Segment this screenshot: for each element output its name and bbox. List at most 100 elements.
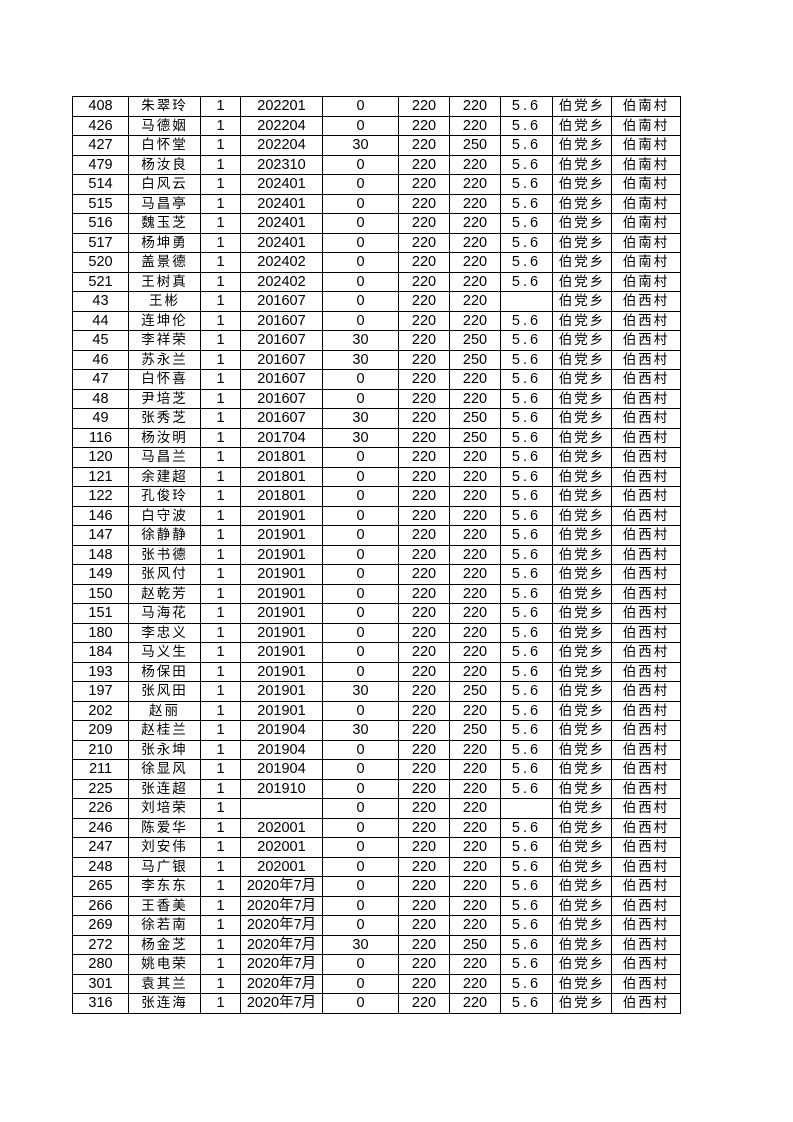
count-cell: 1 bbox=[200, 915, 241, 936]
township-cell: 伯党乡 bbox=[552, 447, 612, 468]
name-cell: 马昌兰 bbox=[128, 447, 201, 468]
count-cell: 1 bbox=[200, 193, 241, 214]
table-row: 150 赵乾芳 1 201901 0 220 220 5.6 伯党乡 伯西村 bbox=[72, 583, 681, 604]
name-cell: 赵丽 bbox=[128, 700, 201, 721]
table-row: 45 李祥荣 1 201607 30 220 250 5.6 伯党乡 伯西村 bbox=[72, 330, 681, 351]
table-row: 146 白守波 1 201901 0 220 220 5.6 伯党乡 伯西村 bbox=[72, 505, 681, 526]
start-date-cell: 201901 bbox=[240, 622, 323, 643]
count-cell: 1 bbox=[200, 993, 241, 1014]
township-cell: 伯党乡 bbox=[552, 622, 612, 643]
base-amount-cell: 220 bbox=[398, 349, 450, 370]
extra-amount-cell: 0 bbox=[322, 778, 399, 799]
table-row: 225 张连超 1 201910 0 220 220 5.6 伯党乡 伯西村 bbox=[72, 778, 681, 799]
extra-amount-cell: 0 bbox=[322, 310, 399, 331]
table-row: 272 杨金芝 1 2020年7月 30 220 250 5.6 伯党乡 伯西村 bbox=[72, 934, 681, 955]
name-cell: 杨坤勇 bbox=[128, 232, 201, 253]
rate-cell: 5.6 bbox=[500, 720, 553, 741]
extra-amount-cell: 0 bbox=[322, 193, 399, 214]
village-cell: 伯南村 bbox=[611, 96, 681, 117]
base-amount-cell: 220 bbox=[398, 642, 450, 663]
village-cell: 伯西村 bbox=[611, 661, 681, 682]
township-cell: 伯党乡 bbox=[552, 349, 612, 370]
base-amount-cell: 220 bbox=[398, 544, 450, 565]
name-cell: 李祥荣 bbox=[128, 330, 201, 351]
township-cell: 伯党乡 bbox=[552, 232, 612, 253]
count-cell: 1 bbox=[200, 661, 241, 682]
township-cell: 伯党乡 bbox=[552, 564, 612, 585]
table-row: 269 徐若南 1 2020年7月 0 220 220 5.6 伯党乡 伯西村 bbox=[72, 915, 681, 936]
rate-cell: 5.6 bbox=[500, 544, 553, 565]
rate-cell: 5.6 bbox=[500, 778, 553, 799]
base-amount-cell: 220 bbox=[398, 973, 450, 994]
id-cell: 197 bbox=[72, 681, 129, 702]
township-cell: 伯党乡 bbox=[552, 291, 612, 312]
village-cell: 伯西村 bbox=[611, 739, 681, 760]
total-amount-cell: 250 bbox=[449, 408, 501, 429]
extra-amount-cell: 0 bbox=[322, 856, 399, 877]
total-amount-cell: 220 bbox=[449, 622, 501, 643]
name-cell: 徐静静 bbox=[128, 525, 201, 546]
table-row: 520 盖景德 1 202402 0 220 220 5.6 伯党乡 伯南村 bbox=[72, 252, 681, 273]
rate-cell: 5.6 bbox=[500, 973, 553, 994]
extra-amount-cell: 0 bbox=[322, 700, 399, 721]
rate-cell: 5.6 bbox=[500, 739, 553, 760]
base-amount-cell: 220 bbox=[398, 408, 450, 429]
extra-amount-cell: 0 bbox=[322, 369, 399, 390]
start-date-cell: 201704 bbox=[240, 427, 323, 448]
village-cell: 伯西村 bbox=[611, 564, 681, 585]
extra-amount-cell: 0 bbox=[322, 486, 399, 507]
start-date-cell: 201801 bbox=[240, 486, 323, 507]
base-amount-cell: 220 bbox=[398, 466, 450, 487]
township-cell: 伯党乡 bbox=[552, 915, 612, 936]
name-cell: 张连海 bbox=[128, 993, 201, 1014]
base-amount-cell: 220 bbox=[398, 505, 450, 526]
name-cell: 张连超 bbox=[128, 778, 201, 799]
table-row: 121 余建超 1 201801 0 220 220 5.6 伯党乡 伯西村 bbox=[72, 466, 681, 487]
start-date-cell: 201904 bbox=[240, 759, 323, 780]
table-row: 517 杨坤勇 1 202401 0 220 220 5.6 伯党乡 伯南村 bbox=[72, 232, 681, 253]
rate-cell: 5.6 bbox=[500, 486, 553, 507]
start-date-cell: 201607 bbox=[240, 330, 323, 351]
name-cell: 李忠义 bbox=[128, 622, 201, 643]
base-amount-cell: 220 bbox=[398, 876, 450, 897]
start-date-cell: 2020年7月 bbox=[240, 993, 323, 1014]
total-amount-cell: 220 bbox=[449, 232, 501, 253]
total-amount-cell: 220 bbox=[449, 193, 501, 214]
id-cell: 225 bbox=[72, 778, 129, 799]
start-date-cell: 2020年7月 bbox=[240, 954, 323, 975]
township-cell: 伯党乡 bbox=[552, 388, 612, 409]
total-amount-cell: 220 bbox=[449, 96, 501, 117]
township-cell: 伯党乡 bbox=[552, 934, 612, 955]
id-cell: 280 bbox=[72, 954, 129, 975]
rate-cell: 5.6 bbox=[500, 681, 553, 702]
id-cell: 47 bbox=[72, 369, 129, 390]
township-cell: 伯党乡 bbox=[552, 193, 612, 214]
table-row: 247 刘安伟 1 202001 0 220 220 5.6 伯党乡 伯西村 bbox=[72, 837, 681, 858]
rate-cell: 5.6 bbox=[500, 622, 553, 643]
total-amount-cell: 220 bbox=[449, 505, 501, 526]
id-cell: 46 bbox=[72, 349, 129, 370]
id-cell: 246 bbox=[72, 817, 129, 838]
start-date-cell: 202001 bbox=[240, 856, 323, 877]
extra-amount-cell: 0 bbox=[322, 876, 399, 897]
records-table: 408 朱翠玲 1 202201 0 220 220 5.6 伯党乡 伯南村 426 马德姻 1 2022… bbox=[72, 96, 681, 1014]
extra-amount-cell: 0 bbox=[322, 271, 399, 292]
village-cell: 伯西村 bbox=[611, 544, 681, 565]
total-amount-cell: 250 bbox=[449, 135, 501, 156]
rate-cell: 5.6 bbox=[500, 759, 553, 780]
start-date-cell: 201607 bbox=[240, 388, 323, 409]
township-cell: 伯党乡 bbox=[552, 798, 612, 819]
table-row: 184 马义生 1 201901 0 220 220 5.6 伯党乡 伯西村 bbox=[72, 642, 681, 663]
total-amount-cell: 250 bbox=[449, 720, 501, 741]
township-cell: 伯党乡 bbox=[552, 427, 612, 448]
township-cell: 伯党乡 bbox=[552, 466, 612, 487]
rate-cell: 5.6 bbox=[500, 252, 553, 273]
township-cell: 伯党乡 bbox=[552, 778, 612, 799]
start-date-cell: 201901 bbox=[240, 681, 323, 702]
rate-cell: 5.6 bbox=[500, 525, 553, 546]
name-cell: 王香美 bbox=[128, 895, 201, 916]
village-cell: 伯西村 bbox=[611, 583, 681, 604]
village-cell: 伯西村 bbox=[611, 642, 681, 663]
table-row: 151 马海花 1 201901 0 220 220 5.6 伯党乡 伯西村 bbox=[72, 603, 681, 624]
total-amount-cell: 220 bbox=[449, 700, 501, 721]
